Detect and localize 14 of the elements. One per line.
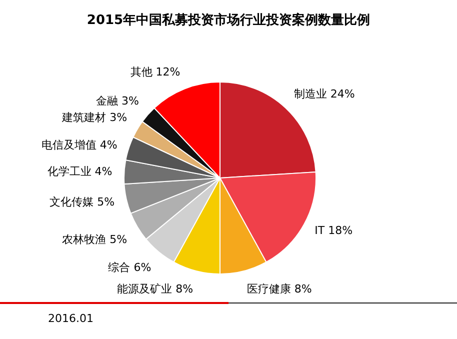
slice-label: 农林牧渔 5% bbox=[62, 232, 128, 246]
slice-label: 建筑建材 3% bbox=[61, 111, 128, 124]
slice-label: 电信及增值 4% bbox=[41, 138, 118, 152]
text: 2016.01 bbox=[48, 312, 94, 325]
slice-label: 金融 3% bbox=[96, 94, 139, 108]
slice-label: 制造业 24% bbox=[294, 87, 355, 100]
slice-label: 化学工业 4% bbox=[47, 165, 112, 178]
slice-label: 医疗健康 8% bbox=[246, 282, 312, 296]
slice-label: 文化传媒 5% bbox=[50, 196, 115, 209]
slice-label: 综合 6% bbox=[108, 261, 152, 274]
slice-label: 能源及矿业 8% bbox=[117, 282, 194, 296]
chart-title: 2015年中国私募投资市场行业投资案例数量比例 bbox=[86, 12, 370, 28]
slice-label: IT 18% bbox=[314, 224, 353, 238]
slice-label: 其他 12% bbox=[130, 66, 180, 79]
